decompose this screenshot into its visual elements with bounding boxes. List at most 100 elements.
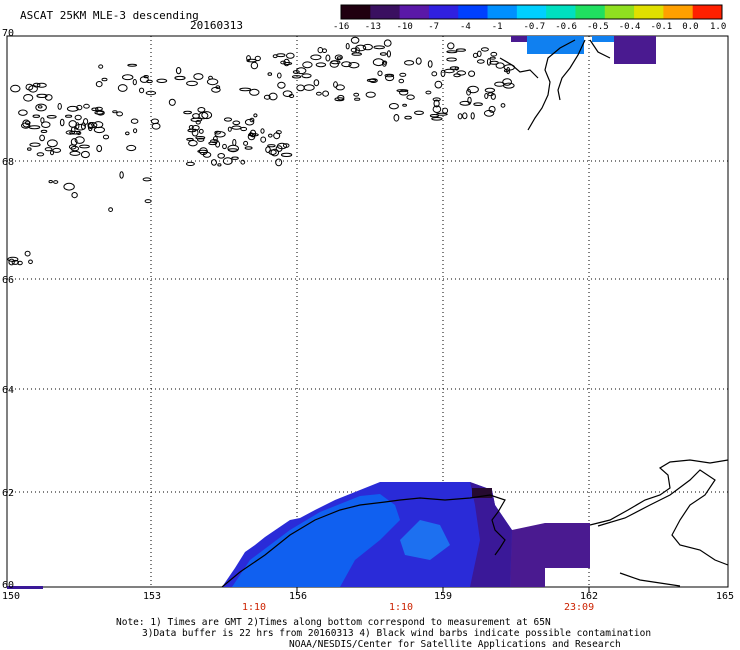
coastline-north-delta	[499, 57, 539, 79]
lake-outline	[467, 96, 472, 105]
footer-note-1: Note: 1) Times are GMT 2)Times along bot…	[116, 617, 551, 628]
lake-outline	[74, 123, 86, 131]
lake-outline	[373, 45, 386, 50]
time-label-3: 23:09	[564, 602, 595, 613]
lake-outline	[195, 136, 206, 140]
lake-outline	[366, 78, 377, 83]
wind-data-top	[511, 36, 656, 64]
lake-outline	[76, 104, 83, 111]
lake-outline	[325, 54, 331, 62]
lake-outline	[393, 114, 400, 122]
lat-label-64: 64	[2, 385, 15, 396]
lake-outline	[126, 144, 137, 152]
coastline-northeast	[527, 39, 576, 131]
lake-outline	[44, 147, 53, 152]
top-cell-4	[614, 36, 656, 64]
lat-label-68: 68	[2, 157, 15, 168]
lake-outline	[503, 82, 515, 89]
lake-outline	[40, 129, 48, 133]
lake-outline	[156, 78, 168, 84]
lake-outline	[476, 59, 485, 64]
swath-light-region	[232, 494, 400, 587]
lake-outline	[267, 144, 276, 148]
lake-outline	[336, 56, 342, 60]
lake-outline	[37, 105, 43, 109]
lake-outline	[273, 132, 281, 140]
lake-outline	[28, 85, 38, 93]
lake-outline	[231, 156, 239, 160]
lake-outline	[227, 148, 238, 152]
lake-outline	[24, 120, 31, 126]
lake-outline	[446, 57, 457, 62]
colorbar-tick-label: -13	[364, 22, 382, 32]
lake-outline	[28, 259, 33, 265]
lake-outline	[472, 52, 478, 59]
lake-outline	[246, 58, 257, 63]
colorbar-swatch	[341, 5, 371, 19]
lat-label-62: 62	[2, 488, 15, 499]
lake-outline	[330, 60, 341, 65]
coastline-southeast	[589, 459, 729, 526]
lake-outline	[249, 117, 255, 123]
lake-outline	[74, 114, 82, 121]
lake-outline	[117, 84, 128, 92]
lake-outline	[17, 260, 23, 266]
lake-outline	[316, 91, 322, 96]
lake-outline	[384, 73, 395, 78]
lake-outline	[36, 82, 47, 88]
colorbar-swatch	[516, 5, 547, 19]
lake-outline	[101, 77, 108, 82]
colorbar-tick-label: -10	[396, 22, 413, 32]
colorbar-swatch	[399, 5, 430, 19]
lake-outline	[206, 78, 219, 86]
lake-outline	[40, 117, 45, 124]
lake-outline	[232, 120, 241, 126]
lake-outline	[399, 89, 409, 96]
colorbar-swatch	[487, 5, 518, 19]
lake-outline	[272, 54, 278, 59]
lake-outline	[139, 87, 145, 94]
lake-outline	[379, 52, 387, 56]
lake-outline	[47, 139, 58, 148]
top-cell-2	[527, 36, 584, 54]
lake-outline	[484, 87, 496, 93]
lake-outline	[268, 133, 273, 138]
lake-outline	[144, 199, 152, 204]
colorbar-swatch	[634, 5, 664, 19]
wind-data-swath	[7, 482, 590, 589]
map-date: 20160313	[190, 19, 243, 32]
swath-dark-far-east	[510, 523, 590, 587]
lake-outline	[108, 207, 113, 213]
lake-outline	[365, 91, 376, 98]
lake-outline	[415, 57, 422, 65]
lake-outline	[183, 110, 193, 115]
lake-outline	[286, 52, 295, 59]
lake-outline	[348, 61, 360, 69]
colorbar-tick-label: 0.0	[682, 22, 699, 32]
swath-dark-east	[470, 482, 512, 587]
lake-outline	[119, 171, 124, 179]
lake-outline	[227, 126, 232, 132]
lake-outline	[282, 143, 290, 148]
coastlines	[221, 39, 729, 588]
lake-outline	[139, 76, 149, 83]
lat-label-60: 60	[2, 580, 15, 591]
lake-outline	[480, 47, 489, 52]
lake-outline	[240, 126, 248, 132]
lake-outline	[151, 122, 161, 130]
lake-outline	[341, 61, 352, 68]
lake-outline	[202, 151, 212, 158]
top-cell-1	[511, 36, 527, 42]
lake-outline	[355, 44, 367, 52]
colorbar-tick-label: -1	[491, 22, 503, 32]
lake-outline	[63, 182, 75, 191]
lake-outline	[185, 161, 195, 166]
lake-outline	[315, 62, 327, 68]
lake-outline	[386, 50, 391, 58]
time-markers	[296, 587, 590, 592]
lake-outline	[69, 130, 81, 135]
lake-outline	[122, 74, 134, 81]
lake-outline	[431, 117, 443, 121]
lake-outline	[265, 146, 271, 153]
